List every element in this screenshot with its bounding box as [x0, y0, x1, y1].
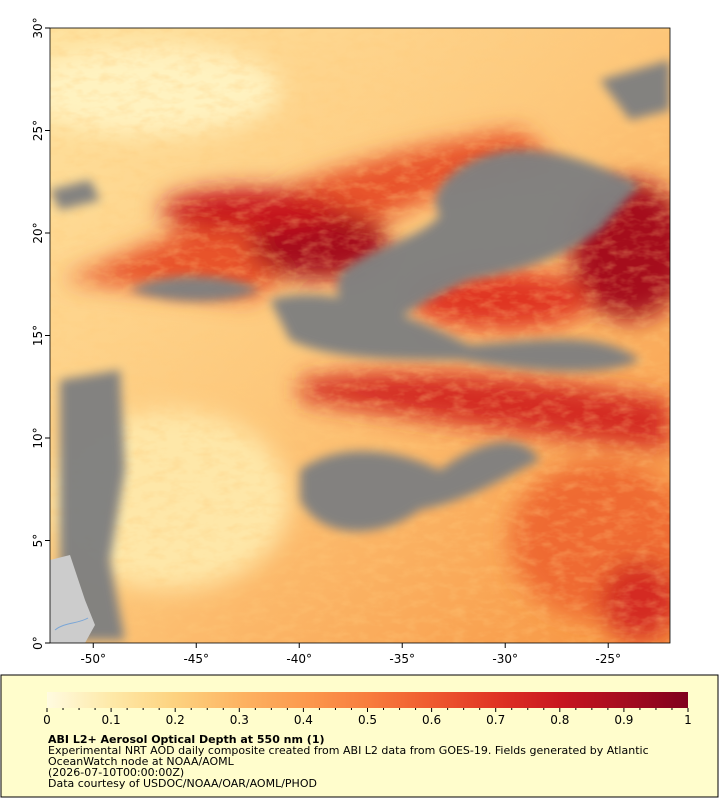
colorbar-tick-label: 0.1 — [102, 713, 121, 727]
colorbar-tick-label: 0.3 — [230, 713, 249, 727]
map-image — [50, 28, 670, 643]
y-tick-label: 0° — [31, 636, 45, 650]
colorbar-tick-label: 0.7 — [486, 713, 505, 727]
colorbar: 0 0.1 0.2 0.3 0.4 0.5 0.6 0.7 0.8 0.9 1 — [43, 692, 692, 727]
caption-credit: Data courtesy of USDOC/NOAA/OAR/AOML/PHO… — [48, 777, 317, 790]
caption-title: ABI L2+ Aerosol Optical Depth at 550 nm … — [48, 733, 325, 746]
y-tick-label: 20° — [31, 222, 45, 243]
y-tick-label: 30° — [31, 17, 45, 38]
caption-time: (2026-07-10T00:00:00Z) — [48, 766, 184, 779]
x-tick-label: -25° — [595, 652, 621, 666]
colorbar-tick-label: 0.9 — [614, 713, 633, 727]
caption-line: OceanWatch node at NOAA/AOML — [48, 755, 235, 768]
x-tick-label: -30° — [492, 652, 518, 666]
land — [50, 555, 95, 643]
colorbar-tick-label: 0 — [43, 713, 51, 727]
colorbar-ramp — [47, 692, 688, 708]
colorbar-tick-label: 0.6 — [422, 713, 441, 727]
x-tick-label: -35° — [389, 652, 415, 666]
axes: -50° -45° -40° -35° -30° -25° 0° 5° 10° 15° 20° 25°… — [31, 17, 621, 666]
x-tick-label: -50° — [80, 652, 106, 666]
y-tick-label: 15° — [31, 325, 45, 346]
colorbar-tick-label: 1 — [684, 713, 692, 727]
caption-line: Experimental NRT AOD daily composite cre… — [48, 744, 649, 757]
x-tick-label: -40° — [286, 652, 312, 666]
colorbar-tick-label: 0.8 — [550, 713, 569, 727]
x-tick-label: -45° — [183, 652, 209, 666]
y-tick-label: 5° — [31, 534, 45, 548]
colorbar-tick-label: 0.4 — [294, 713, 313, 727]
colorbar-tick-label: 0.5 — [358, 713, 377, 727]
colorbar-tick-label: 0.2 — [166, 713, 185, 727]
y-tick-label: 25° — [31, 120, 45, 141]
y-tick-label: 10° — [31, 427, 45, 448]
